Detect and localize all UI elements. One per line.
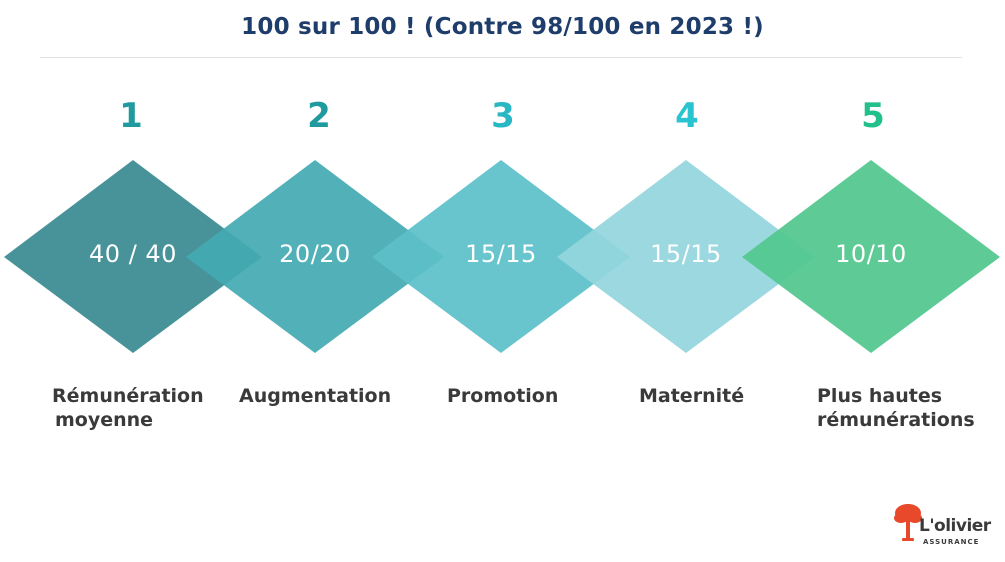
step-label-3: Promotion <box>447 384 558 408</box>
step-label-5: Plus hautes rémunérations <box>817 384 975 432</box>
step-number-3: 3 <box>491 96 515 136</box>
olive-tree-icon <box>894 504 922 541</box>
step-number-2: 2 <box>307 96 331 136</box>
step-score-5: 10/10 <box>835 240 907 268</box>
step-number-4: 4 <box>675 96 699 136</box>
diamond-5 <box>742 160 1000 353</box>
logo-subtitle: ASSURANCE <box>923 538 980 546</box>
step-score-3: 15/15 <box>465 240 537 268</box>
step-number-1: 1 <box>119 96 143 136</box>
step-label-5-line-1: Plus hautes <box>817 385 943 407</box>
logo-name: L'olivier <box>919 516 991 536</box>
step-label-2: Augmentation <box>239 384 391 408</box>
diamond-2 <box>186 160 444 353</box>
diamond-4 <box>557 160 815 353</box>
diamond-3 <box>372 160 630 353</box>
step-number-5: 5 <box>861 96 885 136</box>
company-logo: L'olivier ASSURANCE <box>893 500 993 550</box>
step-label-2-line-1: Augmentation <box>239 385 392 407</box>
step-label-5-line-2: rémunérations <box>817 409 975 431</box>
step-score-4: 15/15 <box>650 240 722 268</box>
title-divider <box>40 57 962 58</box>
page-title: 100 sur 100 ! (Contre 98/100 en 2023 !) <box>241 14 764 40</box>
step-label-4: Maternité <box>639 384 744 408</box>
step-score-1: 40 / 40 <box>89 240 177 268</box>
step-label-1-line-2: moyenne <box>55 409 154 431</box>
step-label-4-line-1: Maternité <box>639 385 745 407</box>
step-label-3-line-1: Promotion <box>447 385 559 407</box>
step-label-1: Rémunération moyenne <box>52 384 204 432</box>
step-score-2: 20/20 <box>279 240 351 268</box>
step-label-1-line-1: Rémunération <box>52 385 204 407</box>
diamond-1 <box>4 160 262 353</box>
